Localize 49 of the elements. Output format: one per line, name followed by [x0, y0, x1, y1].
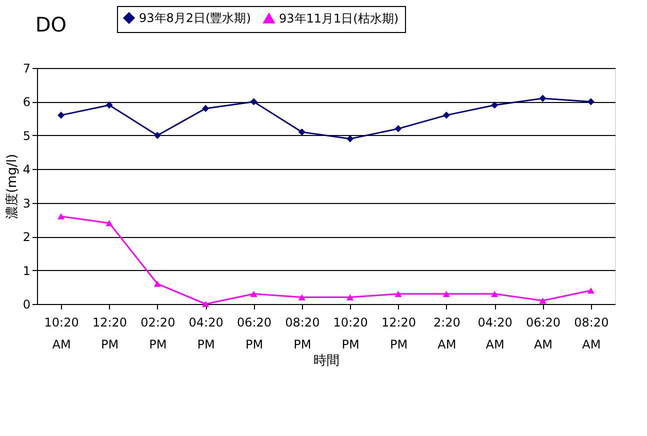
point	[491, 290, 498, 297]
y-tick-label: 7	[22, 62, 30, 76]
x-axis-title: 時間	[314, 354, 340, 368]
point	[202, 300, 210, 308]
y-tick-label: 4	[22, 162, 30, 177]
y-tick-label: 1	[22, 264, 30, 278]
y-tick-label: 0	[22, 298, 30, 312]
point	[394, 290, 402, 297]
y-tick-label: 2	[22, 230, 30, 244]
x-tick-label: 2:20 AM	[433, 316, 460, 352]
x-tick-label: 06:20 PM	[236, 316, 272, 352]
point	[346, 294, 354, 300]
x-tick-label: 06:20 AM	[526, 316, 561, 352]
point	[202, 104, 210, 112]
x-tick-label: 08:20 PM	[285, 316, 320, 352]
chart-title: DO	[35, 12, 67, 36]
point	[587, 287, 594, 294]
y-tick-label: 3	[22, 196, 30, 210]
point	[394, 125, 402, 132]
point	[58, 112, 65, 119]
point	[298, 294, 306, 300]
x-tick-label: 10:20 PM	[333, 316, 368, 352]
point	[250, 290, 258, 297]
point	[106, 220, 113, 226]
y-tick-label: 5	[22, 128, 30, 143]
legend-label: 93年8月2日(豐水期)	[139, 11, 251, 25]
point	[106, 102, 113, 109]
point	[346, 135, 354, 142]
y-axis-title: 濃度(mg/l)	[4, 154, 20, 220]
point	[154, 280, 161, 287]
x-tick-label: 12:20 PM	[92, 316, 128, 352]
x-tick-label: 12:20 PM	[381, 316, 416, 352]
y-tick-label: 6	[22, 95, 30, 110]
point	[250, 98, 258, 106]
point	[154, 132, 161, 139]
legend-label: 93年11月1日(枯水期)	[279, 11, 399, 26]
point	[539, 298, 546, 304]
point	[587, 98, 594, 106]
x-tick-label: 04:20 PM	[188, 316, 224, 352]
point	[491, 102, 498, 109]
point	[58, 213, 65, 220]
x-tick-label: 02:20 PM	[140, 316, 176, 352]
x-tick-label: 10:20 AM	[44, 316, 79, 352]
point	[442, 290, 450, 297]
x-tick-label: 04:20 AM	[478, 316, 512, 352]
point	[539, 94, 546, 102]
point	[442, 112, 450, 119]
x-tick-label: 08:20 AM	[574, 316, 609, 352]
point	[298, 128, 306, 136]
